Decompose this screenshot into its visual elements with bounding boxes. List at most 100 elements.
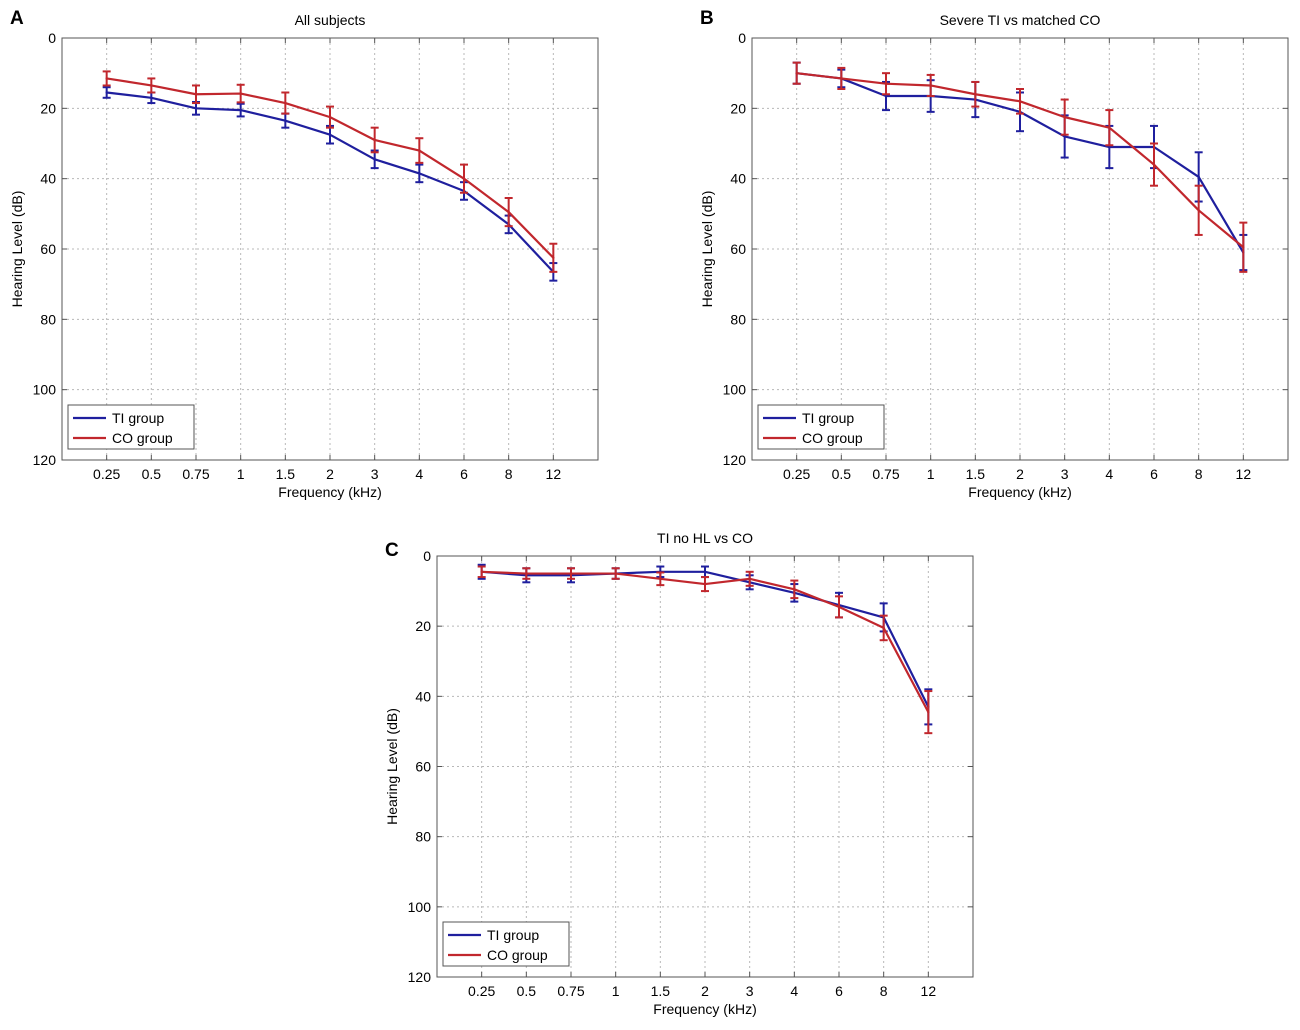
panel-c-legend-box: [442, 921, 570, 967]
panel-b-series-co-errorbar: [837, 66, 846, 90]
panel-b-xtick-label: 12: [1236, 466, 1252, 482]
panel-a-legend-label: CO group: [112, 430, 173, 446]
panel-b-series-co-errorbar: [926, 73, 935, 98]
panel-b-ytick-label: 80: [730, 311, 746, 327]
panel-b-ytick-label: 120: [723, 452, 747, 468]
panel-a-ytick-label: 20: [40, 100, 56, 116]
panel-c-title: TI no HL vs CO: [657, 530, 753, 546]
panel-a-ytick-label: 120: [33, 452, 57, 468]
panel-a-series-ti-point: [239, 108, 242, 112]
panel-c-xtick-label: 0.5: [517, 983, 537, 999]
panel-b-series-co-point: [840, 77, 843, 80]
panel-b-series-co-errorbar: [1060, 98, 1069, 136]
panel-c-xtick-label: 1: [612, 983, 620, 999]
panel-c-series-co-errorbar: [567, 567, 575, 580]
panel-c-series-co: [477, 565, 933, 735]
panel-c: 0.25 0.5 0.75 1 1.5 2 3 4 6 8 12020406080100120TI …: [384, 530, 974, 1017]
panel-a-title: All subjects: [295, 12, 366, 28]
panel-c-series-co-errorbar: [611, 567, 620, 580]
panel-c-grid: [437, 556, 973, 977]
panel-b-series-co-errorbar: [792, 61, 801, 85]
panel-a-series-ti-point: [418, 172, 421, 175]
panel-a-series-co-errorbar: [504, 197, 513, 228]
panel-b-xtick-label: 0.75: [872, 466, 899, 482]
panel-c-series-co-point: [569, 572, 573, 575]
panel-b-legend-box: [757, 404, 885, 450]
panel-a-xtick-label: 0.25: [93, 466, 120, 482]
panel-a-series-ti-point: [284, 119, 287, 122]
panel-b-legend: TI group CO group: [757, 404, 885, 450]
panel-b-series-co-point: [929, 84, 932, 87]
panel-c-series-co-errorbar: [656, 571, 665, 587]
panel-b-letter: B: [700, 8, 714, 29]
panel-b-series-co-point: [795, 71, 798, 75]
panel-a: 0.25 0.5 0.75 1 1.5 2 3 4 6 8 12020406080100120All…: [9, 8, 599, 500]
panel-a-xtick-label: 12: [546, 466, 562, 482]
panel-a-legend-label: TI group: [112, 410, 164, 426]
panel-a-series-co-errorbar: [549, 242, 558, 273]
panel-c-series-co-point: [837, 605, 841, 609]
panel-b-legend-label: TI group: [802, 410, 854, 426]
panel-a-ytick-label: 40: [40, 171, 56, 187]
panel-b-series-co-errorbar: [1194, 184, 1203, 236]
panel-a-series-co-point: [507, 210, 510, 214]
panel-b-series-co-point: [1018, 100, 1022, 103]
panel-a-series-co-errorbar: [415, 137, 424, 164]
panel-c-xtick-label: 6: [835, 983, 843, 999]
panel-a-xtick-label: 2: [326, 466, 334, 482]
panel-c-xtick-label: 8: [880, 983, 888, 999]
panel-c-series-co-errorbar: [477, 565, 486, 579]
panel-c-ytick-label: 120: [408, 969, 432, 985]
panel-b-series-co-errorbar: [971, 80, 980, 108]
panel-a-xtick-label: 0.5: [142, 466, 162, 482]
panel-a-xtick-label: 4: [415, 466, 423, 482]
panel-a-series-ti-errorbar: [102, 86, 111, 99]
panel-a-legend-box: [67, 404, 195, 450]
panel-a-series-ti-point: [328, 133, 332, 136]
panel-a-series-ti-point: [150, 96, 153, 99]
panel-b-ylabel: Hearing Level (dB): [699, 191, 715, 308]
panel-c-legend: TI group CO group: [442, 921, 570, 967]
panel-b-series-ti-point: [1197, 175, 1200, 179]
panel-b-ytick-label: 0: [738, 30, 746, 46]
panel-a-series-co-point: [373, 138, 376, 142]
panel-b-ytick-label: 60: [730, 241, 746, 257]
panel-c-xtick-label: 0.75: [557, 983, 584, 999]
panel-c-series-co-point: [793, 588, 796, 591]
panel-c-legend-label: TI group: [487, 927, 539, 943]
panel-b-series-co: [792, 61, 1248, 273]
panel-b-series-co-point: [884, 82, 888, 85]
panel-a-series-co-errorbar: [460, 163, 468, 194]
panel-a-xtick-label: 0.75: [182, 466, 209, 482]
panel-c-ytick-label: 40: [415, 688, 431, 704]
panel-a-series-co-errorbar: [147, 77, 156, 94]
panel-b-series-co-errorbar: [1150, 142, 1158, 187]
panel-a-series-co-point: [239, 92, 242, 95]
panel-b-xtick-label: 8: [1195, 466, 1203, 482]
panel-c-xtick-label: 3: [746, 983, 754, 999]
panel-a-ytick-label: 0: [48, 30, 56, 46]
panel-a-series-co-errorbar: [192, 84, 200, 105]
panel-a-series-co-errorbar: [281, 91, 290, 115]
panel-a-series-ti-errorbar: [236, 102, 245, 118]
panel-b-xtick-label: 6: [1150, 466, 1158, 482]
panel-a-series-co-point: [194, 93, 198, 96]
panel-c-series-co-point: [659, 577, 662, 581]
panel-a-series-co-point: [284, 101, 287, 105]
panel-c-ytick-label: 100: [408, 899, 432, 915]
panel-b-series-co-point: [974, 93, 977, 96]
panel-a-series-ti-point: [105, 91, 108, 94]
panel-c-series-co-errorbar: [879, 614, 888, 642]
panel-c-series-co-errorbar: [835, 595, 843, 619]
panel-c-series-co-point: [703, 582, 707, 586]
panel-a-xtick-label: 1.5: [276, 466, 296, 482]
panel-c-ytick-label: 20: [415, 618, 431, 634]
panel-a-legend: TI group CO group: [67, 404, 195, 450]
panel-a-series-co-point: [552, 256, 555, 259]
panel-c-series-co-point: [882, 626, 885, 630]
panel-b-ytick-label: 100: [723, 382, 747, 398]
panel-b-xtick-label: 0.5: [832, 466, 852, 482]
panel-b-series-co-errorbar: [1016, 87, 1024, 115]
panel-c-legend-label: CO group: [487, 947, 548, 963]
panel-a-letter: A: [10, 8, 24, 29]
